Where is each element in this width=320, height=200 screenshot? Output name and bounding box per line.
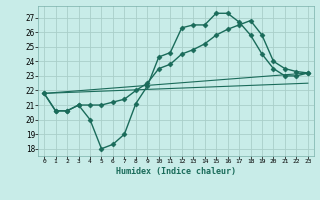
X-axis label: Humidex (Indice chaleur): Humidex (Indice chaleur) <box>116 167 236 176</box>
